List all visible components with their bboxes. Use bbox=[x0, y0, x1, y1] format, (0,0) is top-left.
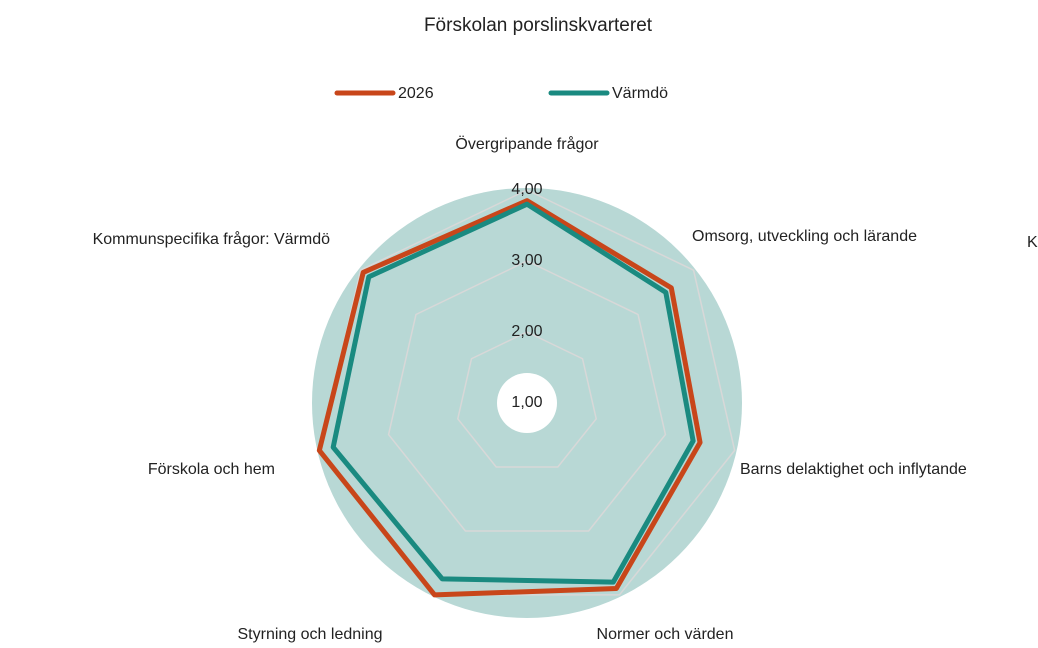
grid-line bbox=[387, 260, 667, 532]
series-line bbox=[316, 198, 703, 598]
y-tick-label: 4,00 bbox=[511, 181, 542, 198]
category-label: Normer och värden bbox=[597, 626, 734, 643]
y-tick-label: 3,00 bbox=[511, 252, 542, 269]
stray-label: K bbox=[1027, 234, 1038, 251]
legend-label: Värmdö bbox=[612, 85, 668, 102]
category-label: Övergripande frågor bbox=[455, 135, 599, 153]
legend-label: 2026 bbox=[398, 85, 434, 102]
category-label: Förskola och hem bbox=[148, 461, 275, 478]
category-label: Omsorg, utveckling och lärande bbox=[692, 228, 917, 245]
y-tick-label: 2,00 bbox=[511, 323, 542, 340]
category-label: Styrning och ledning bbox=[238, 626, 383, 643]
chart-title: Förskolan porslinskvarteret bbox=[424, 15, 653, 36]
category-label: Barns delaktighet och inflytande bbox=[740, 461, 967, 478]
grid-line bbox=[318, 189, 736, 596]
series-line bbox=[330, 201, 696, 585]
grid-line bbox=[456, 331, 598, 468]
y-tick-label: 1,00 bbox=[511, 394, 542, 411]
plot-center bbox=[497, 373, 557, 433]
category-label: Kommunspecifika frågor: Värmdö bbox=[93, 230, 331, 248]
